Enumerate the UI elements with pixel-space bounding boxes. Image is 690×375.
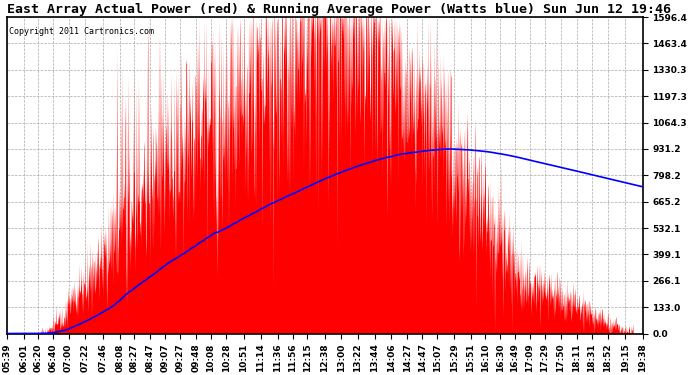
Text: East Array Actual Power (red) & Running Average Power (Watts blue) Sun Jun 12 19: East Array Actual Power (red) & Running … <box>8 3 671 16</box>
Text: Copyright 2011 Cartronics.com: Copyright 2011 Cartronics.com <box>8 27 154 36</box>
